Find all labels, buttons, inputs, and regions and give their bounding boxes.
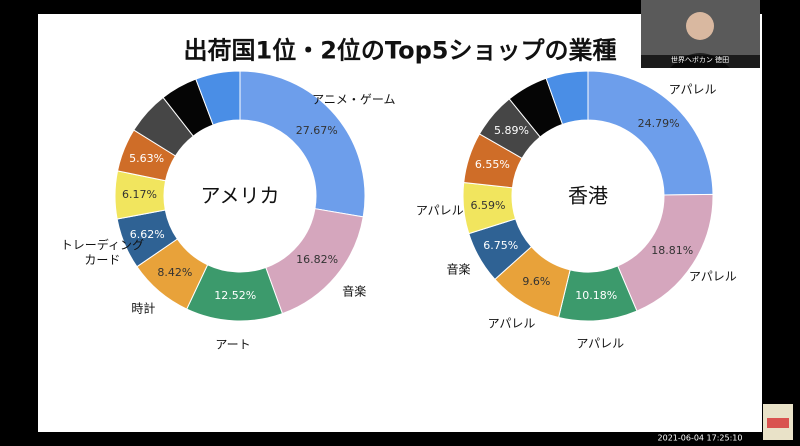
value-label: 9.6% (522, 275, 551, 289)
value-label: 5.89% (493, 124, 529, 138)
value-label: 8.42% (157, 265, 193, 279)
category-label: アパレル (668, 82, 717, 97)
donut-segment (239, 70, 366, 218)
category-label: アニメ・ゲーム (312, 92, 396, 107)
timestamp: 2021-06-04 17:25:10 (657, 433, 743, 443)
value-label: 5.63% (129, 151, 165, 165)
category-label: トレーディング カード (60, 238, 144, 268)
webcam-band (641, 55, 760, 68)
center-label: アメリカ (200, 183, 280, 208)
webcam-name: 世界へボカン 徳田 (670, 56, 730, 64)
category-label: アート (215, 337, 251, 352)
value-label: 6.62% (129, 227, 165, 241)
value-label: 12.52% (214, 289, 257, 303)
category-label: 時計 (131, 301, 156, 316)
donut-segment (195, 70, 241, 126)
category-label: 音楽 (342, 284, 367, 299)
value-label: 6.17% (122, 188, 157, 202)
logo-mark (767, 418, 789, 428)
value-label: 16.82% (296, 253, 339, 267)
value-label: 27.67% (295, 124, 338, 138)
category-label: 音楽 (446, 262, 471, 277)
category-label: アパレル (415, 203, 464, 218)
donut-segment (545, 70, 589, 126)
slide-title: 出荷国1位・2位のTop5ショップの業種 (183, 36, 617, 65)
center-label: 香港 (568, 183, 608, 208)
value-label: 6.55% (474, 158, 510, 172)
category-label: アパレル (576, 336, 625, 351)
webcam-face (686, 12, 714, 40)
value-label: 18.81% (651, 244, 694, 257)
value-label: 6.59% (470, 199, 506, 213)
value-label: 6.75% (483, 238, 519, 252)
category-label: アパレル (688, 269, 737, 284)
value-label: 10.18% (575, 289, 618, 303)
value-label: 24.79% (637, 117, 680, 131)
category-label: アパレル (487, 316, 536, 331)
